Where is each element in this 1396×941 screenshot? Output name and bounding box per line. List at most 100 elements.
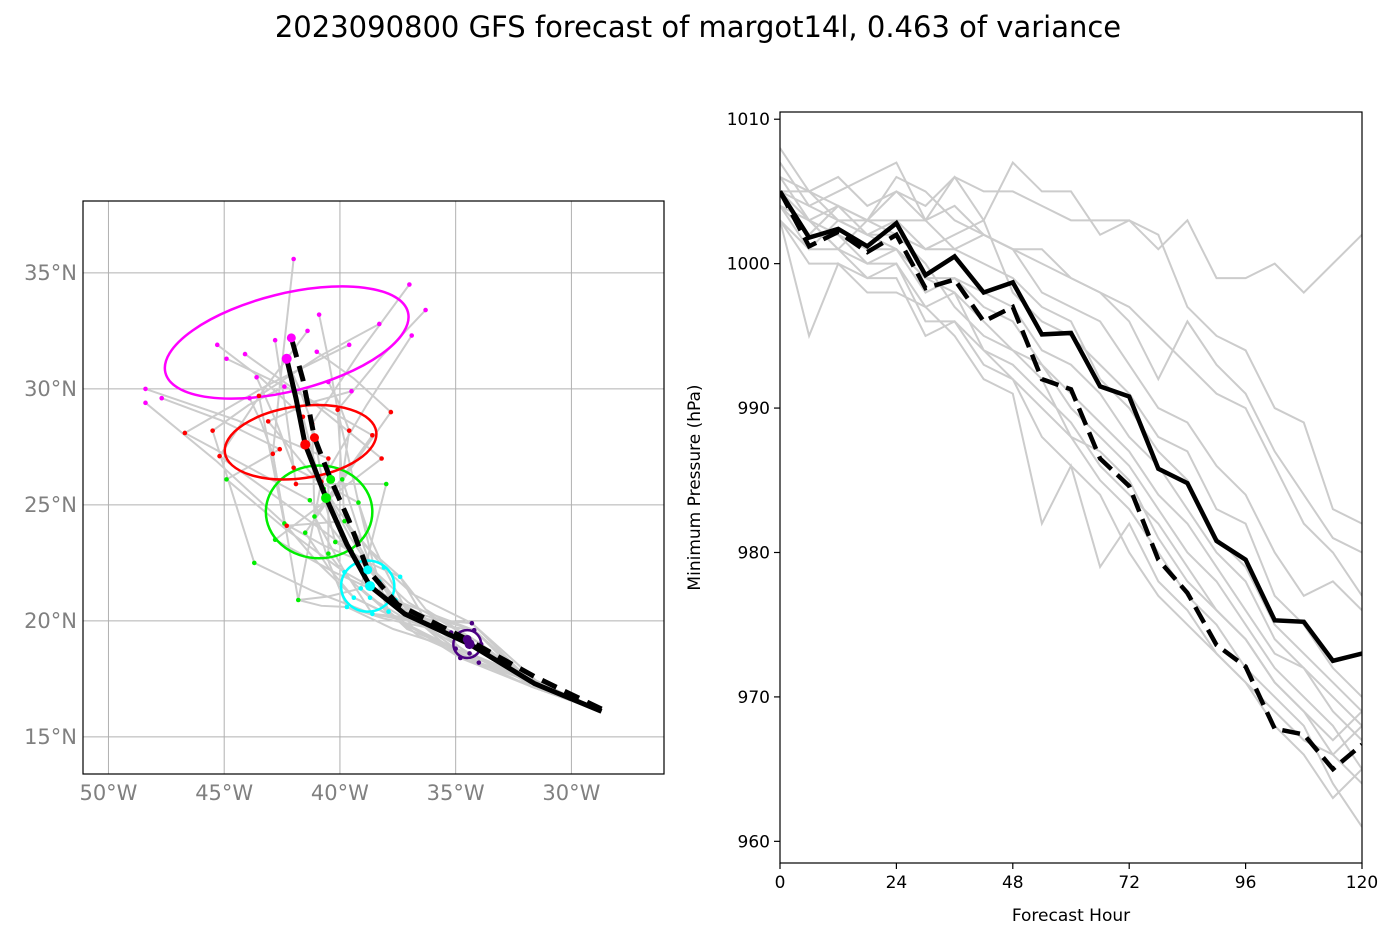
pressure-ytick-label: 970 [738, 688, 770, 708]
pressure-ylabel: Minimum Pressure (hPa) [685, 384, 705, 590]
mean-position-marker [300, 439, 311, 450]
pressure-ytick-label: 1000 [727, 255, 770, 275]
member-point [254, 375, 259, 380]
member-pressure-line [780, 205, 1362, 770]
track-map-panel: 50°W 45°W 40°W 35°W 30°W 15°N 20°N 25°N 30°N 35°N [24, 200, 665, 805]
member-point [291, 256, 296, 262]
member-point [312, 514, 317, 519]
member-pressure-line [780, 190, 1362, 611]
member-point [388, 409, 394, 415]
member-point [358, 586, 364, 591]
pressure-xtick-label: 0 [775, 873, 786, 893]
mean-position-marker [286, 333, 296, 343]
member-pressure-line [780, 219, 1362, 785]
map-xtick-label: 45°W [195, 781, 253, 805]
pressure-xtick-label: 120 [1346, 873, 1378, 893]
member-point [370, 433, 375, 438]
member-point [344, 604, 350, 610]
member-point [224, 477, 229, 482]
member-point [143, 386, 148, 392]
mean-track-dashed [288, 337, 603, 712]
map-ytick-label: 25°N [24, 493, 77, 517]
member-pressure-line [780, 205, 1362, 741]
member-point [277, 446, 283, 452]
member-point [326, 379, 331, 385]
map-plot-area [143, 256, 603, 714]
member-point [242, 351, 248, 357]
member-point [284, 523, 289, 529]
member-point [346, 428, 352, 433]
member-point [272, 337, 278, 343]
member-point [467, 651, 472, 656]
map-xtick-label: 50°W [79, 781, 137, 805]
member-pressure-line [780, 190, 1362, 713]
member-point [458, 655, 463, 661]
member-point [282, 384, 287, 389]
member-point [326, 551, 331, 556]
member-point [342, 569, 347, 575]
member-point [256, 393, 262, 399]
member-pressure-line [780, 204, 1362, 756]
member-pressure-line [780, 161, 1362, 597]
member-point [349, 388, 354, 394]
member-point [302, 530, 308, 536]
member-point [224, 356, 229, 362]
pressure-xtick-label: 24 [886, 873, 908, 893]
pressure-ytick-label: 990 [738, 399, 770, 419]
map-frame [82, 200, 665, 775]
member-point [339, 477, 345, 482]
member-track-line [257, 323, 602, 713]
member-point [453, 646, 458, 652]
member-point [214, 342, 220, 348]
mean-position-marker [326, 474, 336, 484]
member-pressure-line [780, 160, 1362, 525]
member-point [423, 307, 428, 313]
member-point [476, 660, 482, 665]
member-point [376, 321, 382, 327]
map-ytick-label: 15°N [24, 725, 77, 749]
member-point [370, 611, 375, 617]
member-point [351, 595, 357, 600]
map-xtick-label: 40°W [311, 781, 369, 805]
member-point [356, 500, 361, 505]
member-pressure-line [780, 175, 1362, 554]
member-point [293, 481, 299, 487]
member-point [182, 430, 188, 436]
member-point [471, 627, 477, 633]
member-point [409, 333, 414, 338]
pressure-ytick-label: 980 [738, 543, 770, 563]
member-point [307, 497, 313, 503]
member-point [397, 574, 403, 580]
map-xtick-label: 35°W [427, 781, 485, 805]
member-point [386, 609, 391, 614]
mean-position-marker [309, 433, 319, 443]
member-point [379, 456, 384, 461]
member-point [251, 560, 257, 566]
member-point [333, 539, 338, 545]
member-point [265, 419, 271, 424]
member-point [367, 595, 373, 600]
member-point [407, 282, 412, 287]
mean-pressure-solid [780, 190, 1362, 664]
pressure-panel: 0 24 48 72 96 120 960 970 980 990 1000 1010 Forecast… [685, 110, 1378, 926]
map-xtick-label: 30°W [542, 781, 600, 805]
member-point [383, 481, 389, 487]
member-track-line [271, 258, 602, 713]
mean-position-marker [462, 634, 472, 644]
pressure-xtick-label: 96 [1235, 873, 1257, 893]
member-pressure-line [780, 147, 1362, 294]
mean-position-marker [365, 581, 376, 592]
map-ytick-label: 35°N [24, 261, 77, 285]
pressure-ytick-label: 1010 [727, 110, 770, 130]
mean-track-solid [284, 358, 603, 714]
member-point [295, 597, 301, 603]
chart-title: 2023090800 GFS forecast of margot14l, 0.… [274, 10, 1122, 44]
member-point [305, 328, 310, 334]
pressure-ytick-label: 960 [738, 832, 770, 852]
map-ytick-label: 30°N [24, 377, 77, 401]
member-point [272, 537, 278, 542]
mean-position-marker [363, 565, 373, 575]
uncertainty-ellipse [264, 464, 374, 560]
member-point [326, 456, 331, 461]
